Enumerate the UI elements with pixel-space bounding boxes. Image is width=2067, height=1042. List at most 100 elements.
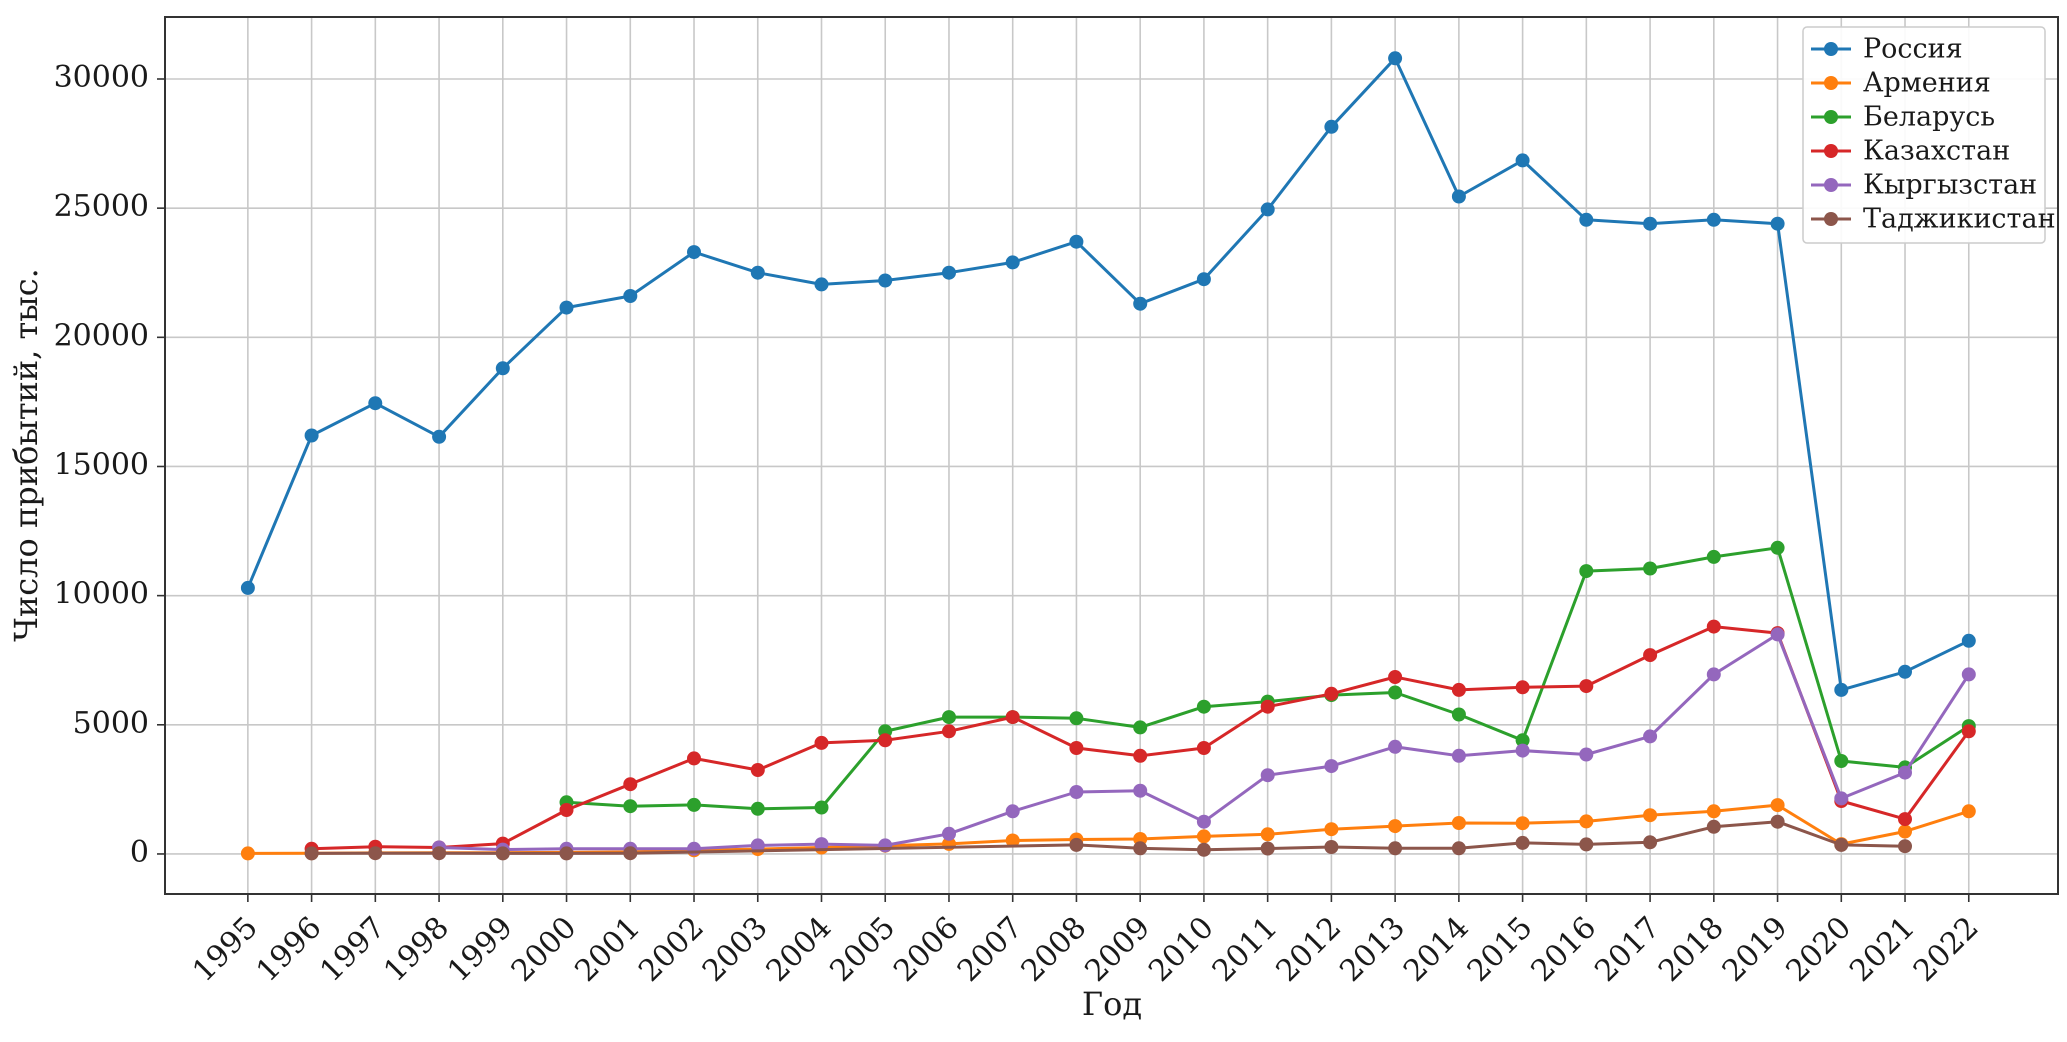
data-point (750, 763, 765, 777)
series-line (310, 820, 1907, 855)
data-point (942, 265, 956, 280)
y-tick-label: 5000 (73, 706, 149, 741)
data-point (1324, 840, 1339, 854)
y-axis: 0 5000 10000 15000 20000 25000 30000 (54, 60, 165, 870)
data-point (1388, 685, 1403, 700)
data-point (814, 735, 829, 750)
data-point (750, 838, 765, 853)
legend-label: Кыргызстан (1863, 170, 2037, 201)
data-point (1388, 841, 1403, 856)
series (304, 619, 1976, 856)
x-tick-label: 2014 (1397, 910, 1476, 989)
data-point (1005, 804, 1020, 819)
data-point (304, 428, 319, 443)
data-point (1324, 822, 1339, 837)
data-point (1133, 296, 1148, 311)
data-point (432, 846, 447, 861)
data-point (1515, 743, 1530, 758)
y-tick-label: 10000 (54, 577, 149, 612)
x-tick-label: 2007 (951, 910, 1030, 989)
data-point (1898, 839, 1912, 854)
legend-label: Армения (1863, 68, 1991, 99)
x-tick-label: 2005 (823, 910, 902, 989)
data-point (1961, 724, 1976, 739)
data-point (1451, 189, 1466, 204)
data-point (1324, 119, 1339, 134)
data-point (1770, 216, 1785, 231)
x-tick-label: 2021 (1843, 910, 1922, 989)
data-point (304, 846, 319, 861)
series (304, 814, 1912, 861)
legend-item: Кыргызстан (1811, 170, 2037, 201)
legend-label: Беларусь (1863, 102, 1995, 133)
data-point (1834, 791, 1849, 806)
data-point (1196, 741, 1211, 755)
data-point (1515, 816, 1530, 831)
data-point (1706, 804, 1721, 819)
data-point (942, 710, 956, 725)
legend-label: Россия (1863, 34, 1963, 65)
data-point (1643, 729, 1658, 744)
x-tick-label: 2020 (1779, 910, 1858, 989)
data-point (687, 841, 701, 856)
data-point (1643, 808, 1658, 823)
data-point (1579, 564, 1594, 579)
legend-marker (1824, 178, 1838, 192)
data-point (1196, 814, 1211, 829)
data-point (1770, 798, 1785, 813)
data-point (1133, 720, 1148, 735)
x-tick-label: 2022 (1907, 910, 1986, 989)
data-point (1069, 785, 1084, 799)
data-point (1515, 733, 1530, 748)
data-point (240, 580, 255, 595)
series (240, 51, 1976, 697)
grid (165, 17, 2058, 894)
data-point (495, 846, 510, 861)
data-point (814, 800, 829, 815)
data-point (1069, 837, 1084, 852)
data-point (1706, 549, 1721, 564)
data-point (814, 277, 829, 292)
data-point (1643, 835, 1658, 850)
legend-item: Россия (1811, 34, 1963, 65)
data-point (1706, 619, 1721, 634)
data-point (432, 429, 447, 444)
data-point (1961, 804, 1976, 819)
data-point (240, 846, 255, 861)
x-tick-label: 1998 (377, 910, 456, 989)
data-point (687, 797, 701, 812)
data-point (942, 826, 956, 841)
data-point (1643, 561, 1658, 576)
data-point (1579, 837, 1594, 852)
data-point (1005, 710, 1020, 725)
x-tick-label: 2018 (1652, 910, 1731, 989)
data-point (878, 838, 893, 853)
data-point (623, 846, 638, 861)
legend-label: Казахстан (1863, 136, 2010, 167)
y-tick-label: 15000 (54, 447, 149, 482)
x-tick-label: 2019 (1716, 910, 1795, 989)
data-point (1260, 202, 1275, 217)
data-point (1133, 748, 1148, 763)
y-axis-label: Число прибытий, тыс. (7, 268, 45, 642)
data-point (1898, 812, 1912, 827)
x-tick-label: 2000 (505, 910, 584, 989)
x-tick-label: 2002 (632, 910, 711, 989)
legend-marker (1824, 144, 1838, 158)
x-tick-label: 2015 (1461, 910, 1540, 989)
data-point (942, 724, 956, 739)
legend-marker (1824, 42, 1838, 56)
x-tick-label: 2010 (1142, 910, 1221, 989)
data-point (1196, 272, 1211, 287)
data-point (1834, 682, 1849, 697)
data-point (1196, 699, 1211, 714)
data-point (1451, 841, 1466, 856)
data-point (1898, 765, 1912, 780)
x-tick-label: 2013 (1333, 910, 1412, 989)
x-tick-label: 1997 (314, 910, 393, 989)
data-point (1005, 255, 1020, 270)
data-point (1515, 680, 1530, 695)
data-point (814, 837, 829, 852)
x-tick-label: 2006 (887, 910, 966, 989)
